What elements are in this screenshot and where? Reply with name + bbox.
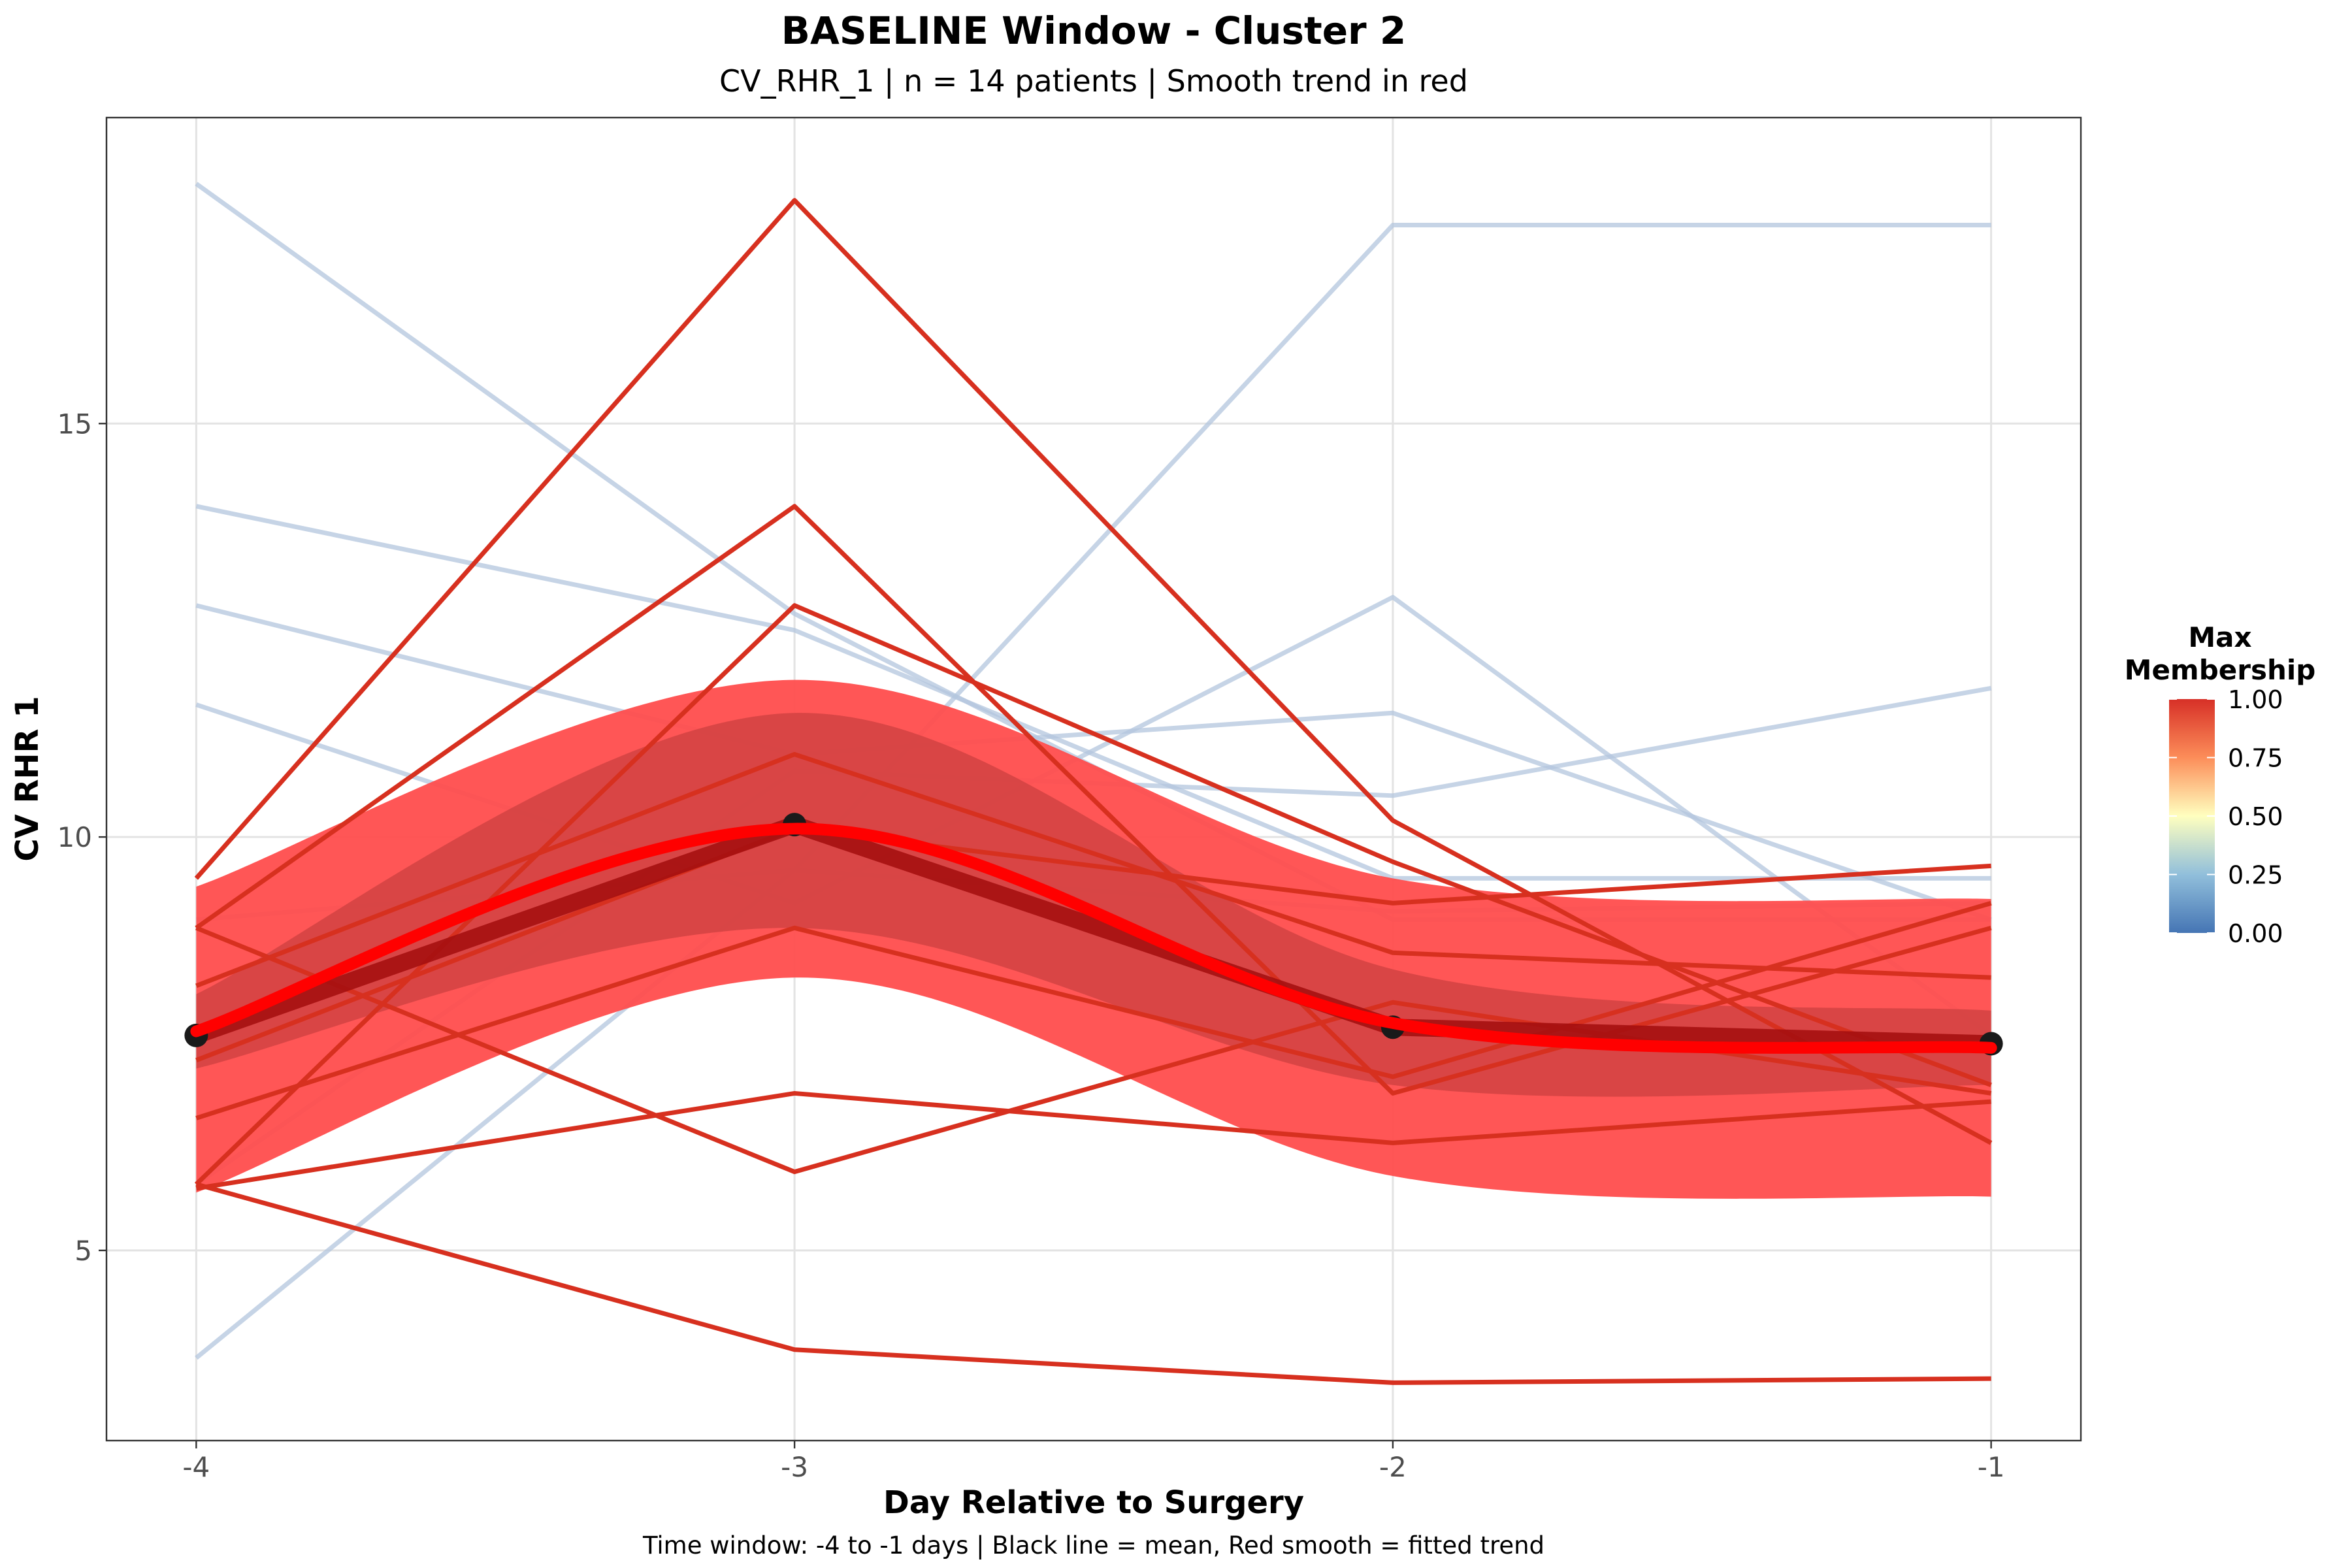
legend-tick-label: 0.25	[2228, 861, 2283, 890]
y-tick-label: 15	[57, 408, 92, 440]
patient-line-high-membership	[195, 900, 1992, 1120]
legend-title: Max Membership	[2125, 621, 2316, 686]
patient-line-high-membership	[195, 1090, 1991, 1191]
x-tick-label: -4	[182, 1451, 210, 1483]
x-tick-label: -2	[1379, 1451, 1407, 1483]
chart-caption: Time window: -4 to -1 days | Black line …	[642, 1531, 1544, 1560]
patient-line-high-membership	[195, 752, 1991, 988]
legend-tick-label: 0.50	[2228, 802, 2283, 831]
legend-tick-label: 0.75	[2228, 744, 2283, 773]
legend-tick-label: 1.00	[2228, 685, 2283, 714]
patient-line-high-membership	[194, 198, 1993, 1145]
patient-line-low-membership	[195, 504, 1991, 881]
x-tick-label: -3	[781, 1451, 808, 1483]
mean-ribbon	[196, 713, 1991, 1097]
y-axis-label: CV RHR 1	[9, 696, 46, 861]
legend-ticks: 0.00 0.25 0.50 0.75 1.00	[2169, 685, 2283, 948]
legend: Max Membership 0.00 0.25 0.50 0.75 1.00	[2125, 621, 2316, 948]
plot-layer	[184, 182, 2003, 1385]
patient-line-high-membership	[195, 504, 1992, 1096]
patient-line-high-membership	[195, 826, 1991, 1063]
legend-tick-label: 0.00	[2228, 919, 2283, 948]
smooth-trend-line	[190, 823, 1997, 1054]
y-tick-label: 5	[74, 1235, 92, 1267]
chart-title: BASELINE Window - Cluster 2	[781, 8, 1406, 53]
y-tick-label: 10	[57, 821, 92, 853]
patient-line-low-membership	[195, 223, 1991, 1360]
panel-border	[105, 116, 2082, 1442]
x-axis-label: Day Relative to Surgery	[883, 1484, 1304, 1521]
axis-layer: -4 -3 -2 -1 5 10 15	[57, 408, 2005, 1483]
x-tick-label: -1	[1978, 1451, 2005, 1483]
patient-line-high-membership	[194, 603, 1992, 1186]
patient-line-high-membership	[195, 1182, 1991, 1385]
chart-subtitle: CV_RHR_1 | n = 14 patients | Smooth tren…	[719, 63, 1468, 99]
mean-line	[193, 816, 1991, 1053]
